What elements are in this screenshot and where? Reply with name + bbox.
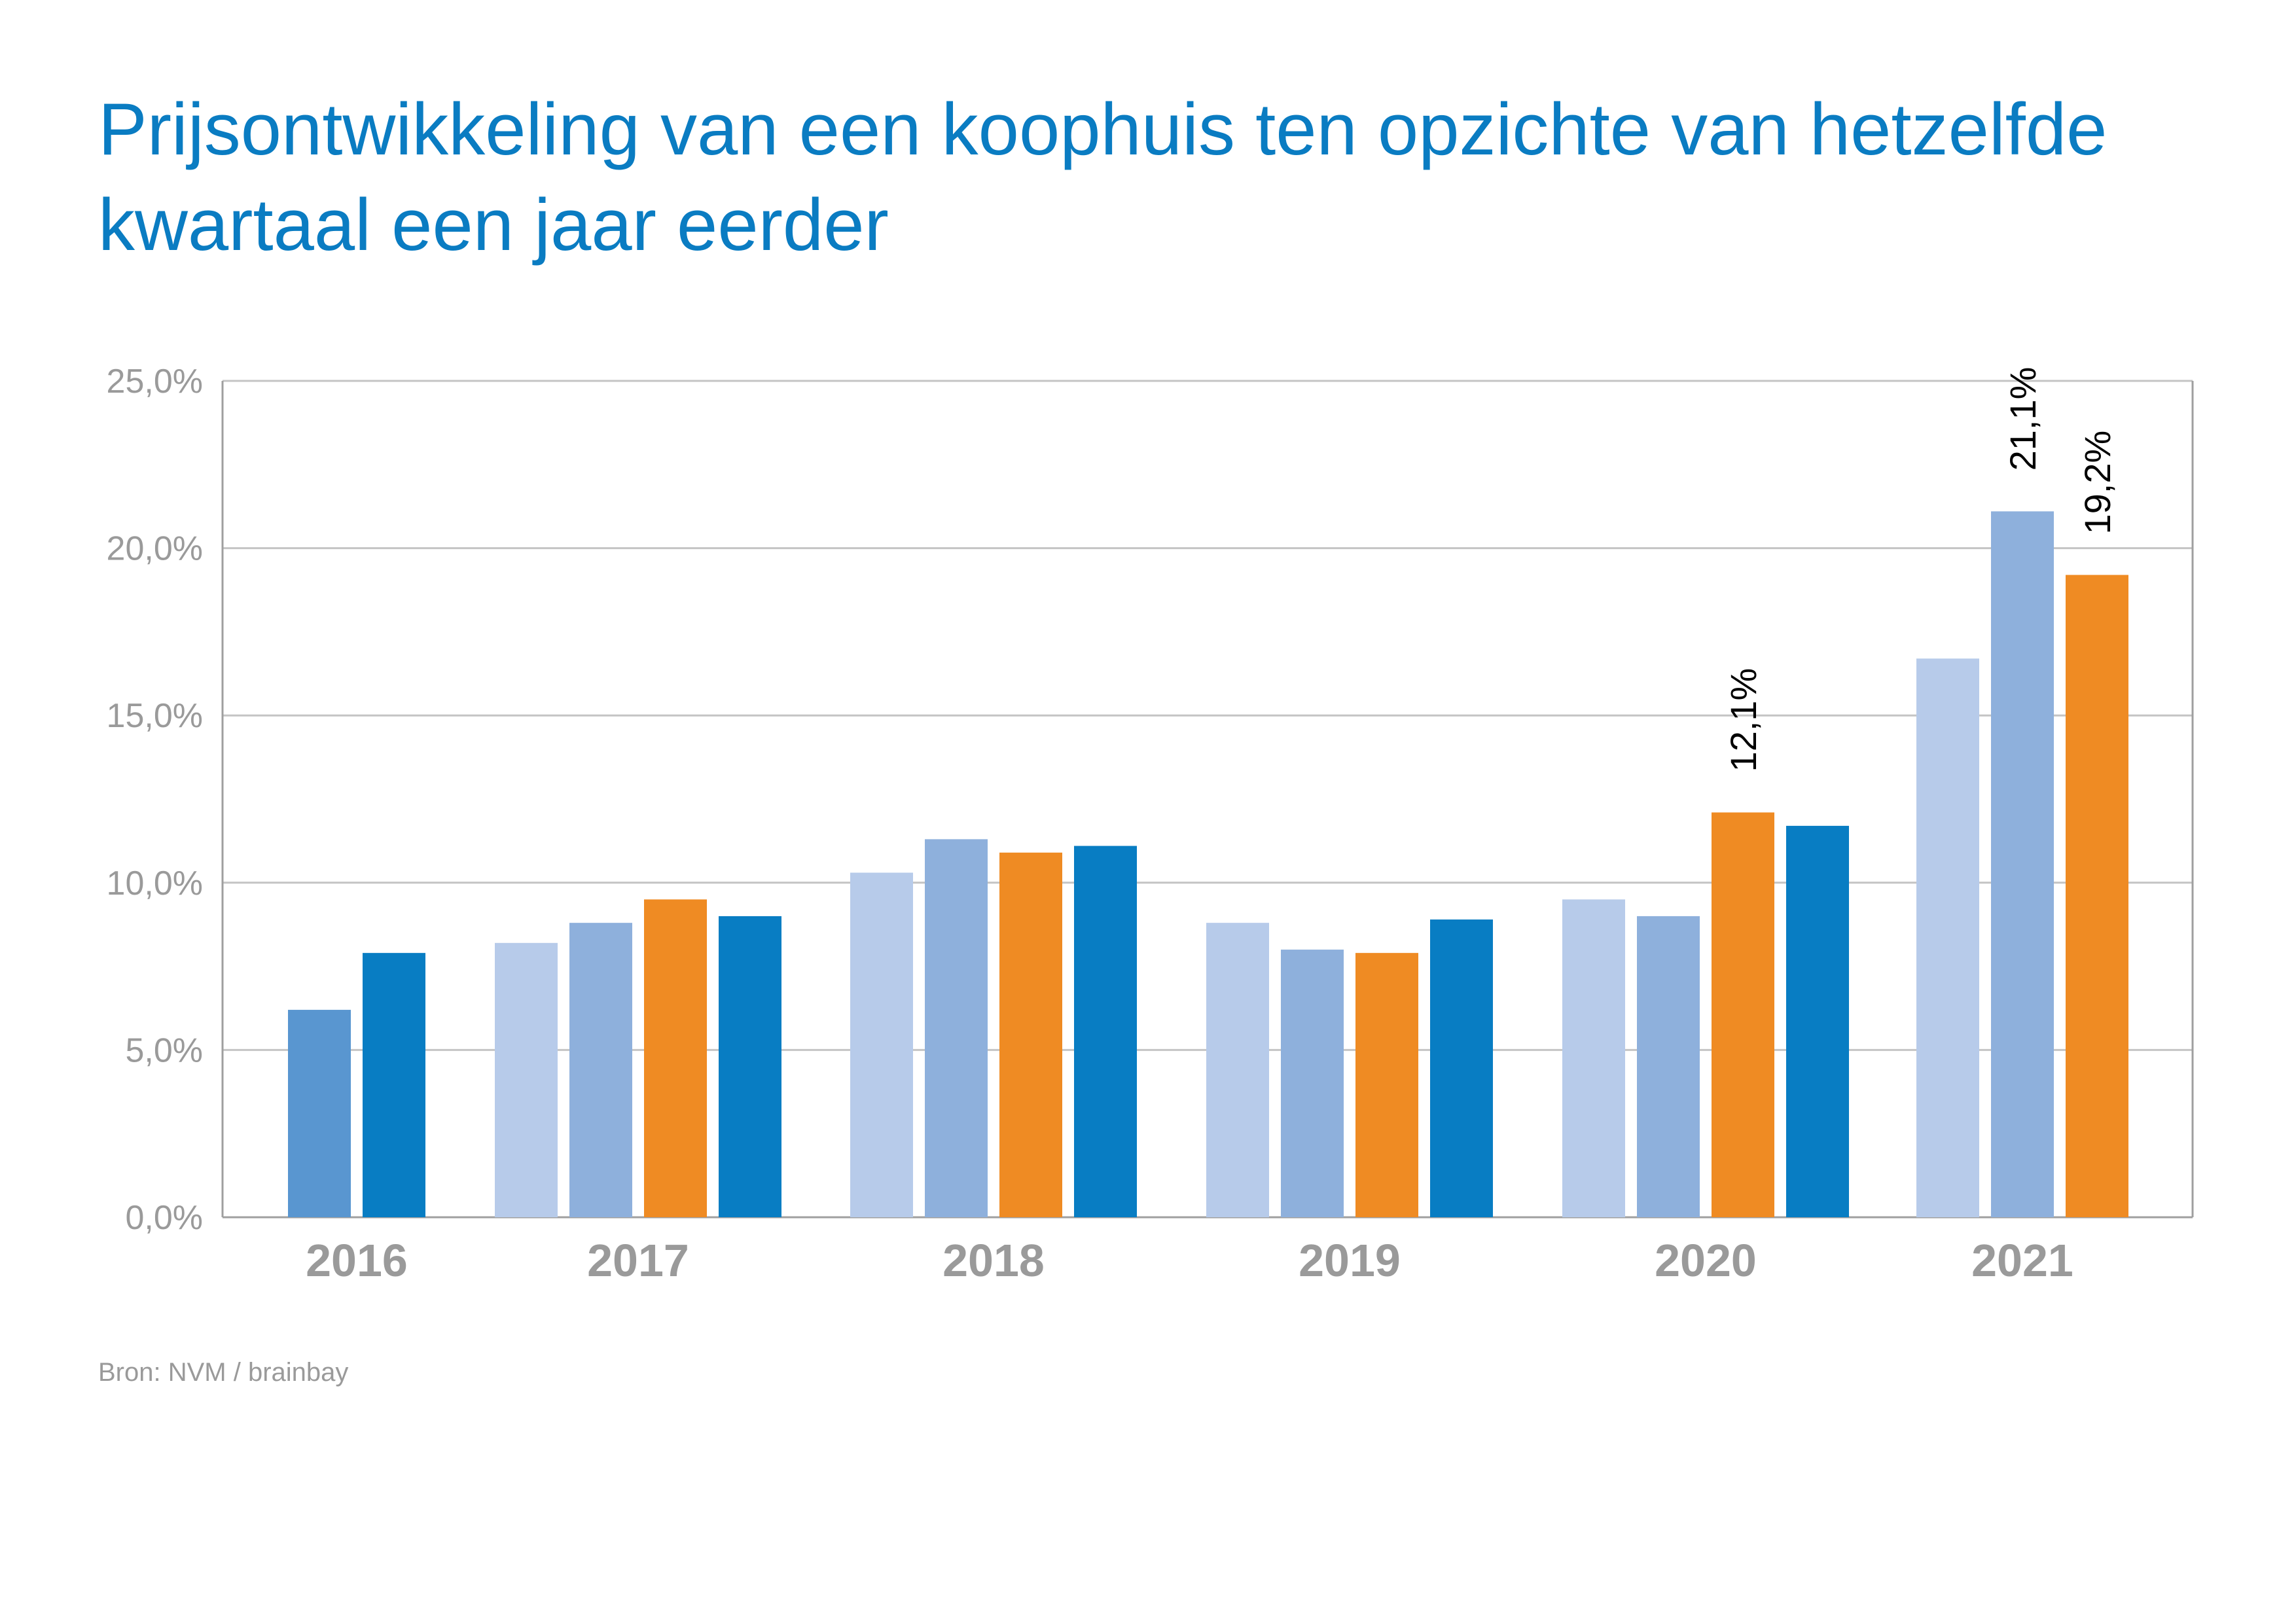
x-tick-label-2017: 2017: [587, 1235, 689, 1286]
bar-2018-2: [925, 839, 988, 1217]
x-tick-label-2021: 2021: [1971, 1235, 2073, 1286]
bar-2019-3: [1355, 953, 1418, 1217]
y-tick-label: 10,0%: [107, 865, 203, 902]
chart-title-line-2: kwartaal een jaar eerder: [98, 184, 889, 266]
bar-2016-2: [363, 953, 425, 1217]
y-tick-label: 25,0%: [107, 363, 203, 401]
y-axis-ticks: 0,0% 5,0% 10,0% 15,0% 20,0% 25,0%: [107, 363, 203, 1237]
y-tick-label: 15,0%: [107, 697, 203, 735]
chart-title-line-1: Prijsontwikkeling van een koophuis ten o…: [98, 88, 2108, 170]
bar-2017-2: [569, 923, 632, 1217]
data-label-2021-2: 21,1%: [2002, 367, 2043, 471]
bar-2018-3: [999, 852, 1062, 1217]
bar-2018-1: [850, 872, 913, 1217]
bar-2017-1: [495, 942, 558, 1217]
x-tick-label-2019: 2019: [1299, 1235, 1401, 1286]
bar-2021-1: [1916, 658, 1979, 1217]
x-axis-ticks: 2016 2017 2018 2019 2020 2021: [306, 1235, 2073, 1286]
bar-2019-4: [1430, 919, 1493, 1217]
bar-2020-3: [1712, 812, 1774, 1217]
bar-2017-3: [644, 899, 707, 1217]
bar-2021-3: [2066, 575, 2128, 1217]
x-tick-label-2020: 2020: [1655, 1235, 1757, 1286]
bar-2016-1: [288, 1010, 351, 1217]
bar-2019-2: [1281, 950, 1344, 1217]
y-tick-label: 5,0%: [125, 1031, 203, 1069]
source-note: Bron: NVM / brainbay: [98, 1358, 349, 1387]
bar-2017-4: [719, 916, 781, 1217]
data-label-2021-3: 19,2%: [2077, 431, 2118, 535]
bar-2020-1: [1562, 899, 1625, 1217]
bar-2018-4: [1074, 846, 1137, 1217]
x-tick-label-2016: 2016: [306, 1235, 408, 1286]
bar-2019-1: [1206, 923, 1269, 1217]
data-label-2020-3: 12,1%: [1723, 668, 1764, 772]
bars: [288, 511, 2128, 1218]
chart-title: Prijsontwikkeling van een koophuis ten o…: [98, 82, 2193, 273]
bar-2020-2: [1637, 916, 1700, 1217]
y-tick-label: 0,0%: [125, 1199, 203, 1237]
bar-2021-2: [1991, 511, 2054, 1218]
bar-2020-4: [1786, 825, 1849, 1217]
y-tick-label: 20,0%: [107, 530, 203, 568]
data-labels: 12,1% 21,1% 19,2%: [1723, 367, 2118, 772]
x-tick-label-2018: 2018: [942, 1235, 1045, 1286]
